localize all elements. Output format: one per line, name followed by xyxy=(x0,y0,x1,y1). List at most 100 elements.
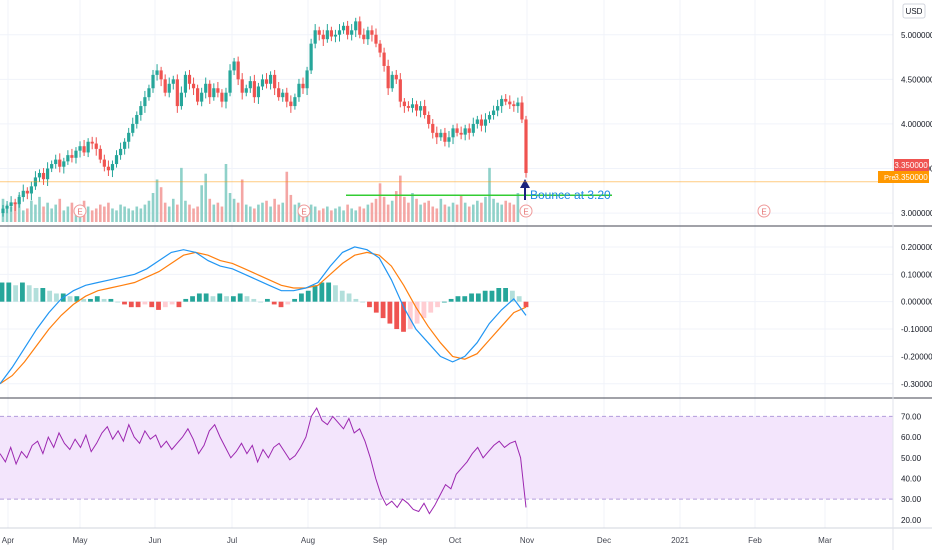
volume-bar xyxy=(196,206,199,222)
candle-body xyxy=(512,104,516,107)
earnings-marker[interactable]: E xyxy=(757,204,771,218)
volume-bar xyxy=(378,183,382,222)
candle-body xyxy=(50,164,54,169)
candle-body xyxy=(435,132,439,138)
candle-body xyxy=(232,61,236,71)
macd-histogram-bar xyxy=(414,301,420,324)
macd-tick-label: 0.100000 xyxy=(901,270,932,279)
candle-body xyxy=(301,83,305,89)
candle-body xyxy=(13,202,17,205)
macd-histogram-bar xyxy=(482,290,488,302)
macd-histogram-bar xyxy=(265,298,270,302)
time-tick-label: Mar xyxy=(818,536,832,545)
candle-body xyxy=(78,146,82,151)
volume-bar xyxy=(350,208,353,222)
macd-tick-label: -0.100000 xyxy=(901,325,932,334)
volume-bar xyxy=(220,206,224,222)
volume-bar xyxy=(86,206,90,222)
volume-bar xyxy=(17,194,21,222)
volume-bar xyxy=(50,208,53,222)
macd-histogram-bar xyxy=(13,285,19,302)
candle-body xyxy=(309,43,313,71)
candle-body xyxy=(516,102,520,107)
volume-bar xyxy=(399,175,402,222)
macd-pane: 0.200000 0.100000 0.000000 -0.100000 -0.2000… xyxy=(0,226,932,398)
volume-bar xyxy=(111,208,114,222)
rsi-tick-label: 60.00 xyxy=(901,433,922,442)
volume-bar xyxy=(90,210,94,222)
volume-bar xyxy=(167,206,171,222)
volume-bar xyxy=(504,200,508,222)
volume-bar xyxy=(423,202,426,222)
macd-histogram-bar xyxy=(435,301,440,308)
volume-bar xyxy=(249,206,252,222)
rsi-tick-label: 40.00 xyxy=(901,474,922,483)
macd-histogram-bar xyxy=(516,296,522,302)
volume-bar xyxy=(204,173,208,222)
earnings-marker[interactable]: E xyxy=(297,204,311,218)
volume-bar xyxy=(123,206,126,222)
macd-histogram-bar xyxy=(115,301,121,303)
candle-body xyxy=(62,161,66,167)
earnings-marker[interactable]: E xyxy=(73,204,87,218)
candle-body xyxy=(86,141,90,153)
candle-body xyxy=(196,88,200,102)
macd-histogram-bar xyxy=(271,301,277,305)
volume-bar xyxy=(9,206,13,222)
macd-histogram-bar xyxy=(244,296,250,302)
volume-bar xyxy=(394,191,398,222)
macd-histogram-bar xyxy=(156,301,161,310)
macd-histogram-bar xyxy=(128,301,134,308)
macd-histogram-bar xyxy=(441,301,447,303)
candle-body xyxy=(520,102,524,120)
macd-histogram-bar xyxy=(475,293,481,302)
candle-body xyxy=(524,119,528,173)
volume-bar xyxy=(253,208,256,222)
time-tick-label: 2021 xyxy=(671,536,689,545)
volume-bar xyxy=(382,196,386,222)
macd-histogram-bar xyxy=(54,293,59,302)
candle-body xyxy=(491,110,496,115)
volume-bar xyxy=(334,208,337,222)
volume-bar xyxy=(38,196,41,222)
candle-body xyxy=(281,92,285,98)
candle-body xyxy=(216,88,220,93)
volume-bar xyxy=(143,204,147,222)
bounce-annotation[interactable]: Bounce at 3.20 xyxy=(530,188,611,202)
time-tick-label: Nov xyxy=(520,536,534,545)
macd-histogram-bar xyxy=(326,282,332,302)
volume-bar xyxy=(21,210,25,222)
volume-bar xyxy=(70,202,74,222)
candle-body xyxy=(350,30,354,35)
volume-bar xyxy=(135,206,139,222)
macd-histogram-bar xyxy=(380,301,386,319)
rsi-band xyxy=(0,416,893,500)
svg-text:E: E xyxy=(301,208,306,217)
macd-histogram-bar xyxy=(312,285,318,302)
pre-market-tag xyxy=(878,171,929,183)
macd-line xyxy=(0,246,527,385)
candle-body xyxy=(70,155,74,158)
macd-tick-label: -0.200000 xyxy=(901,352,932,361)
candle-body xyxy=(386,65,390,89)
volume-bar xyxy=(289,194,293,222)
macd-histogram-bar xyxy=(176,301,182,308)
candle-body xyxy=(175,79,179,107)
volume-bar xyxy=(455,204,459,222)
time-tick-label: Jun xyxy=(149,536,162,545)
candle-body xyxy=(147,88,151,98)
volume-bar xyxy=(208,198,212,222)
macd-histogram-bar xyxy=(251,298,257,302)
macd-histogram-bar xyxy=(285,301,291,305)
earnings-marker[interactable]: E xyxy=(519,204,533,218)
volume-bar xyxy=(269,206,272,222)
volume-bar xyxy=(338,206,341,222)
macd-histogram-bar xyxy=(401,301,406,332)
volume-bar xyxy=(431,206,435,222)
volume-bar xyxy=(180,167,183,222)
candle-body xyxy=(110,164,115,171)
bounce-arrow-icon xyxy=(520,179,530,200)
macd-histogram-bar xyxy=(509,290,515,302)
currency-box[interactable] xyxy=(902,3,926,19)
macd-histogram-bar xyxy=(224,296,229,302)
